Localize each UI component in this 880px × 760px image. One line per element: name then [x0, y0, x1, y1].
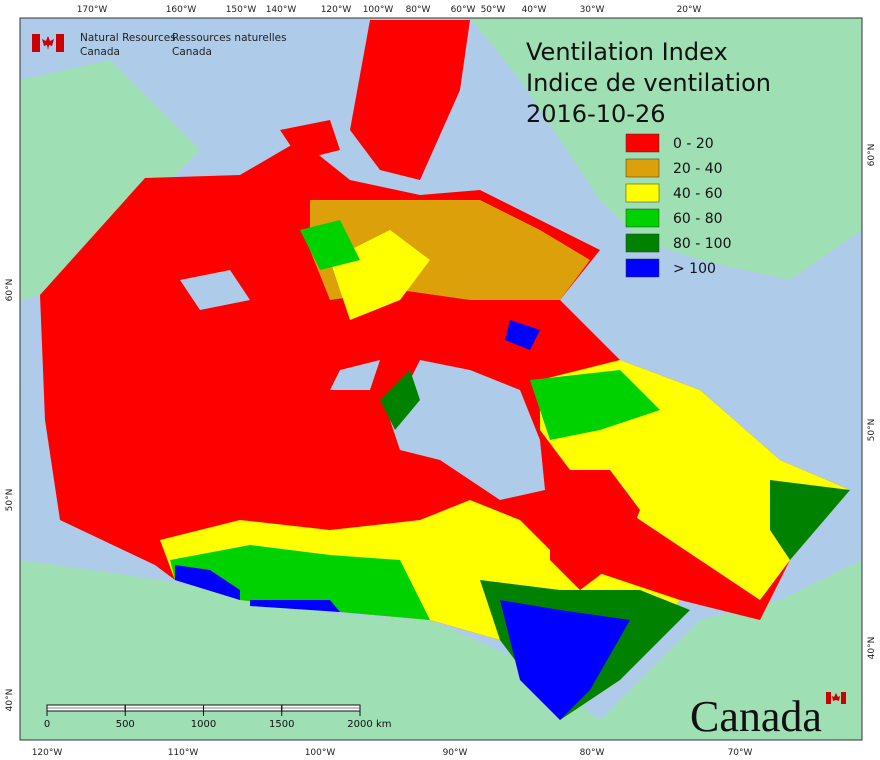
zone-100: [175, 565, 240, 600]
legend-swatch: [625, 158, 660, 178]
latitude-label: 60°N: [867, 144, 877, 167]
longitude-label: 120°W: [32, 748, 63, 758]
map-frame: [19, 17, 863, 741]
zone-100: [500, 600, 630, 720]
scale-label: 1500: [269, 719, 294, 730]
arctic-islands: [350, 20, 470, 180]
maple-leaf: [42, 36, 54, 50]
map-title: Indice de ventilation: [526, 69, 771, 97]
greenland: [470, 18, 862, 280]
latitude-label: 40°N: [867, 637, 877, 660]
arctic-islands: [280, 120, 340, 160]
legend-swatch: [625, 258, 660, 278]
map-date: 2016-10-26: [526, 100, 665, 128]
longitude-label: 30°W: [580, 5, 605, 15]
longitude-label: 120°W: [321, 5, 352, 15]
map-title: Ventilation Index: [526, 38, 728, 66]
zone-60-80: [300, 220, 360, 270]
flag-bar: [56, 34, 64, 52]
usa: [20, 560, 862, 740]
flag-bar: [841, 692, 846, 704]
zone-100: [250, 600, 340, 612]
latitude-label: 50°N: [867, 419, 877, 442]
longitude-label: 80°W: [406, 5, 431, 15]
wordmark-flag: [826, 692, 846, 704]
zone-60-80: [530, 370, 660, 440]
hudson-bay: [390, 360, 545, 500]
agency-name: Natural Resources: [80, 32, 176, 44]
canada-wordmark: Canada: [690, 692, 822, 741]
legend-label: 40 - 60: [673, 186, 723, 202]
lake: [330, 360, 380, 390]
zone-80-100: [380, 370, 420, 430]
legend-label: 60 - 80: [673, 211, 723, 227]
longitude-label: 20°W: [677, 5, 702, 15]
agency-name: Canada: [172, 46, 212, 58]
legend-swatch: [625, 183, 660, 203]
legend-label: > 100: [673, 261, 716, 277]
longitude-label: 50°W: [481, 5, 506, 15]
legend-label: 0 - 20: [673, 136, 714, 152]
latitude-label: 40°N: [5, 689, 15, 712]
longitude-label: 100°W: [363, 5, 394, 15]
longitude-label: 160°W: [166, 5, 197, 15]
longitude-label: 110°W: [168, 748, 199, 758]
longitude-label: 80°W: [580, 748, 605, 758]
longitude-label: 60°W: [451, 5, 476, 15]
lake: [180, 270, 250, 310]
zone-100: [505, 320, 540, 350]
agency-name: Canada: [80, 46, 120, 58]
longitude-label: 140°W: [266, 5, 297, 15]
legend-swatch: [625, 233, 660, 253]
alaska: [20, 60, 200, 300]
latitude-label: 60°N: [5, 279, 15, 302]
longitude-label: 90°W: [443, 748, 468, 758]
scale-label: 1000: [191, 719, 216, 730]
longitude-label: 100°W: [305, 748, 336, 758]
longitude-label: 70°W: [728, 748, 753, 758]
zone-60-80: [170, 545, 430, 620]
agency-name: Ressources naturelles: [172, 32, 287, 44]
legend-label: 20 - 40: [673, 161, 723, 177]
nrcan-logo: [32, 34, 64, 52]
legend-label: 80 - 100: [673, 236, 732, 252]
maple-leaf: [832, 693, 840, 701]
scale-label: 500: [116, 719, 135, 730]
scale-label: 0: [44, 719, 50, 730]
longitude-label: 40°W: [522, 5, 547, 15]
legend-swatch: [625, 208, 660, 228]
longitude-label: 150°W: [226, 5, 257, 15]
flag-bar: [826, 692, 831, 704]
legend-swatch: [625, 133, 660, 153]
longitude-label: 170°W: [77, 5, 108, 15]
zone-0-20: [550, 470, 640, 590]
latitude-label: 50°N: [5, 489, 15, 512]
flag-bar: [32, 34, 40, 52]
scale-unit: km: [376, 719, 392, 730]
frame-border: [19, 17, 863, 741]
scale-label: 2000: [347, 719, 372, 730]
zone-80-100: [770, 480, 850, 560]
